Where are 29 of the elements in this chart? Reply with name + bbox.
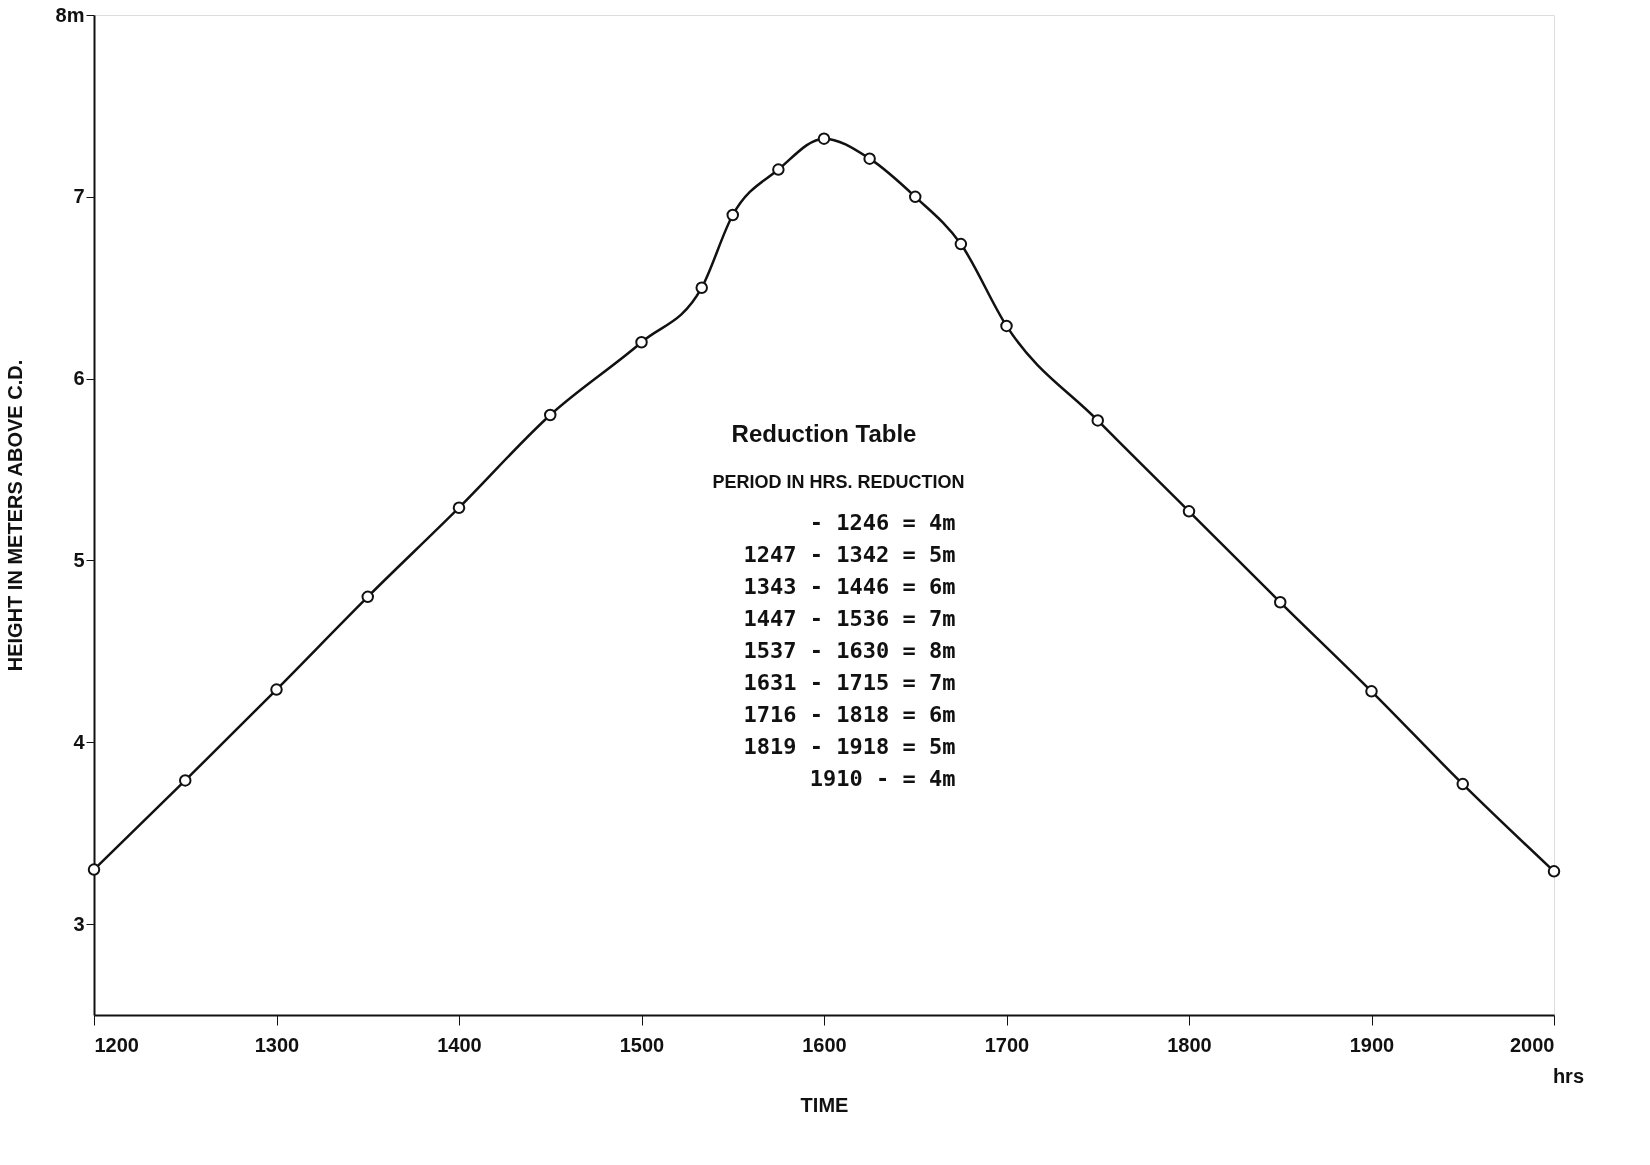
y-tick-label: 7 xyxy=(73,185,85,208)
x-tick-label: 1900 xyxy=(1349,1033,1395,1056)
annotation: 1447 - 1536 = 7m xyxy=(743,606,956,631)
y-tick-label: 4 xyxy=(73,730,86,753)
x-tick-label: 1800 xyxy=(1167,1033,1212,1056)
x-tick-label: 1200 xyxy=(94,1033,139,1056)
annotation: - 1246 = 4m xyxy=(809,510,956,535)
annotation: 1537 - 1630 = 8m xyxy=(743,638,956,663)
text: hrs xyxy=(1552,1065,1584,1087)
annotation: 1631 - 1715 = 7m xyxy=(743,670,956,695)
y-axis-title: HEIGHT IN METERS ABOVE C.D. xyxy=(3,359,26,672)
y-tick-label: 5 xyxy=(73,548,85,571)
annotation: 1247 - 1342 = 5m xyxy=(743,542,956,567)
x-tick-label: 1300 xyxy=(254,1033,300,1056)
annotation: 1910 - = 4m xyxy=(809,766,956,791)
x-tick-label: 1500 xyxy=(619,1033,665,1056)
x-tick-label: 1700 xyxy=(984,1033,1030,1056)
x-tick-label: 1600 xyxy=(802,1033,847,1056)
annotation: Reduction Table xyxy=(731,420,917,447)
annotation: 1343 - 1446 = 6m xyxy=(743,574,956,599)
annotation: 1716 - 1818 = 6m xyxy=(743,702,956,727)
x-tick-label: 2000 xyxy=(1510,1033,1555,1056)
y-tick-label: 3 xyxy=(73,912,85,935)
x-tick-label: 1400 xyxy=(437,1033,482,1056)
x-axis-title: TIME xyxy=(800,1093,849,1116)
y-tick-label: 8m xyxy=(55,3,85,26)
annotation: 1819 - 1918 = 5m xyxy=(743,734,956,759)
y-tick-label: 6 xyxy=(73,367,85,390)
annotation: PERIOD IN HRS. REDUCTION xyxy=(712,472,965,492)
